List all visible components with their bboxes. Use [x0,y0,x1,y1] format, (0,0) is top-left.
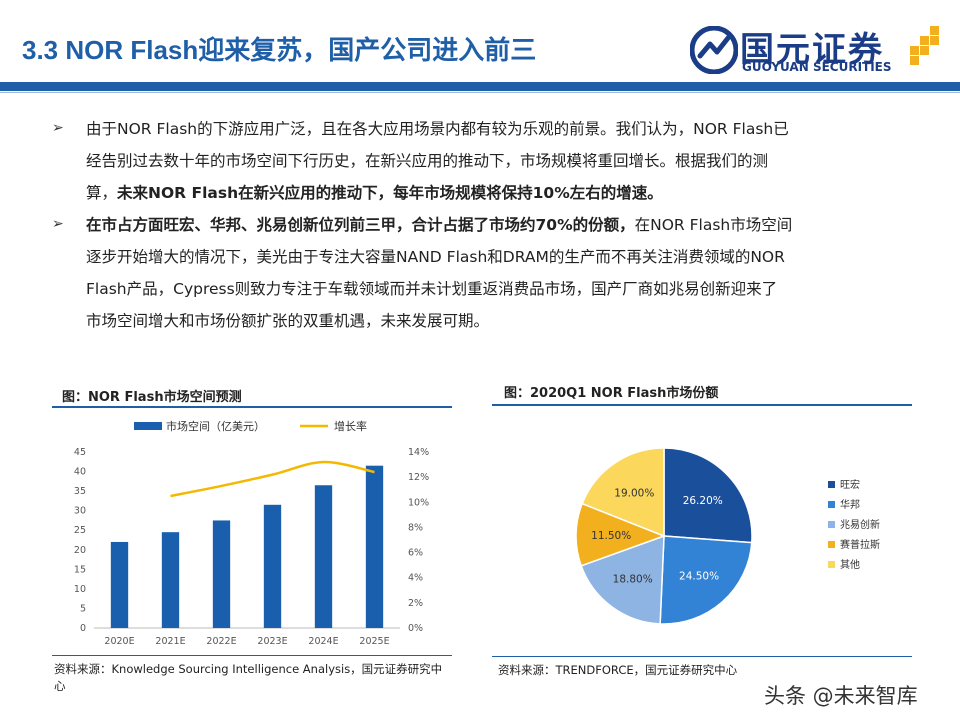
y-tick-label: 20 [74,545,86,556]
bar [161,532,180,628]
y-tick-label: 35 [74,486,86,497]
bullet-text: 经告别过去数十年的市场空间下行历史，在新兴应用的推动下，市场规模将重回增长。根据… [86,152,769,170]
y2-tick-label: 4% [408,573,423,584]
bar [263,504,282,628]
y-tick-label: 45 [74,447,86,458]
pie-slice [575,502,667,567]
watermark: 头条 @未来智库 [764,684,918,708]
legend-line-label: 增长率 [334,419,367,433]
legend-swatch [828,541,835,548]
logo [690,22,950,78]
page-title: 3.3 NOR Flash迎来复苏，国产公司进入前三 [22,35,537,65]
bullet-text: 市场空间增大和市场份额扩张的双重机遇，未来发展可期。 [86,312,490,330]
logo-squares-icon [910,26,939,65]
bullet-marker: ➢ [52,120,64,136]
legend-label: 兆易创新 [840,518,880,531]
y-tick-label: 40 [74,467,86,478]
bullet-text: 逐步开始增大的情况下，美光由于专注大容量NAND Flash和DRAM的生产而不… [86,248,785,266]
market-share-chart-panel: 图：2020Q1 NOR Flash市场份额 26.20% 24.50% 18.80… [492,374,912,684]
pie-slice [663,447,753,544]
bar [212,520,231,628]
legend-label: 华邦 [840,498,860,511]
y-tick-label: 10 [74,584,86,595]
logo-english-name: GUOYUAN SECURITIES [742,60,892,74]
chart-source-rule [52,655,452,656]
market-size-chart: 市场空间（亿美元） 增长率 0 5 10 15 20 25 30 35 40 45 0% 2% 4% 6% 8%… [74,419,429,647]
bar [110,541,129,628]
pie-value-label: 11.50% [591,530,631,542]
legend-swatch [828,561,835,568]
bullet-text: Flash产品，Cypress则致力专注于车载领域而并未计划重返消费品市场，国产… [86,280,778,298]
y2-tick-label: 2% [408,598,423,609]
x-tick-label: 2025E [359,636,389,647]
legend-label: 赛普拉斯 [840,538,880,551]
market-size-chart-title: 图：NOR Flash市场空间预测 [62,390,242,405]
x-tick-label: 2024E [308,636,338,647]
legend-bar-swatch [134,422,162,430]
bullet-line: 市场空间增大和市场份额扩张的双重机遇，未来发展可期。 [86,305,489,337]
legend-swatch [828,501,835,508]
y-tick-label: 25 [74,525,86,536]
chart-title-rule [492,404,912,406]
header-rule-thin [0,92,960,93]
bullet-text: 在NOR Flash市场空间 [634,216,793,234]
bullet-line: 算，未来NOR Flash在新兴应用的推动下，每年市场规模将保持10%左右的增速… [86,177,663,209]
legend-bar-label: 市场空间（亿美元） [166,419,265,433]
y-tick-label: 0 [80,623,86,634]
y2-tick-label: 0% [408,623,423,634]
chart-title-rule [52,406,452,408]
market-size-chart-panel: 图：NOR Flash市场空间预测 市场空间（亿美元） 增长率 0 5 10 15 20 25… [52,378,452,698]
pie-value-label: 26.20% [683,495,723,507]
y-tick-label: 30 [74,506,86,517]
y2-tick-label: 14% [408,447,429,458]
bullet-line: Flash产品，Cypress则致力专注于车载领域而并未计划重返消费品市场，国产… [86,273,777,305]
market-share-source: 资料来源：TRENDFORCE，国元证券研究中心 [498,663,738,677]
pie-value-label: 24.50% [679,570,719,582]
legend-swatch [828,481,835,488]
x-tick-label: 2023E [257,636,287,647]
bar [314,485,333,628]
bullet-bold-text: 未来NOR Flash在新兴应用的推动下，每年市场规模将保持10%左右的增速。 [117,184,663,202]
y2-tick-label: 10% [408,497,429,508]
pie-slice [581,447,665,538]
x-tick-label: 2022E [206,636,236,647]
market-share-chart: 26.20% 24.50% 18.80% 11.50% 19.00% 旺宏华邦兆易创新赛普… [575,447,880,625]
y-tick-label: 5 [80,603,86,614]
market-size-source: 资料来源：Knowledge Sourcing Intelligence Ana… [54,662,443,693]
pie-slice [580,534,665,625]
x-tick-label: 2020E [104,636,134,647]
logo-chinese-name: 国元证券 [740,30,884,70]
legend-swatch [828,521,835,528]
bullet-line: 经告别过去数十年的市场空间下行历史，在新兴应用的推动下，市场规模将重回增长。根据… [86,145,768,177]
x-tick-label: 2021E [155,636,185,647]
bullet-line: 逐步开始增大的情况下，美光由于专注大容量NAND Flash和DRAM的生产而不… [86,241,785,273]
bar [365,465,384,628]
y2-tick-label: 8% [408,522,423,533]
y-tick-label: 15 [74,564,86,575]
bullet-text: 由于NOR Flash的下游应用广泛，且在各大应用场景内都有较为乐观的前景。我们… [86,120,789,138]
bullet-text: 算， [86,184,118,202]
bullet-line: 由于NOR Flash的下游应用广泛，且在各大应用场景内都有较为乐观的前景。我们… [86,113,789,145]
pie-value-label: 18.80% [613,574,653,586]
chart-source-rule [492,656,912,657]
header-rule [0,82,960,91]
pie-slice [659,535,753,625]
pie-value-label: 19.00% [614,487,654,499]
logo-mark-icon [690,26,738,74]
y2-tick-label: 6% [408,548,423,559]
legend-label: 旺宏 [840,478,860,491]
legend-label: 其他 [840,558,860,571]
y2-tick-label: 12% [408,472,429,483]
bullet-bold-text: 在市占方面旺宏、华邦、兆易创新位列前三甲，合计占据了市场约70%的份额， [86,216,635,234]
market-share-chart-title: 图：2020Q1 NOR Flash市场份额 [504,386,719,401]
bullet-line: 在市占方面旺宏、华邦、兆易创新位列前三甲，合计占据了市场约70%的份额，在NOR… [86,209,792,241]
bullet-marker: ➢ [52,216,64,232]
growth-rate-line [170,460,375,498]
